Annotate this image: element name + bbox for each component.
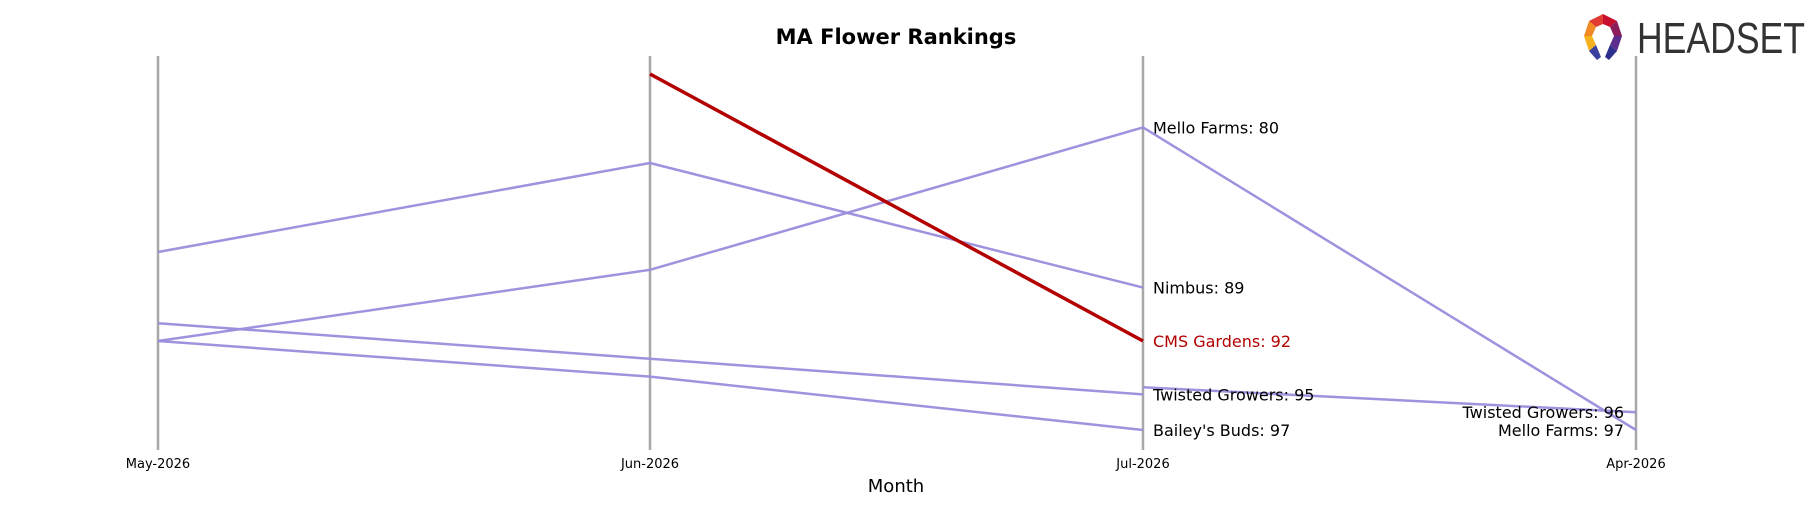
chart-title: MA Flower Rankings [776,25,1017,49]
headset-logo-icon [1584,14,1622,60]
series-line-cms-gardens-0 [649,72,1144,343]
lines-layer [157,72,1637,432]
labels-layer: Mello Farms: 80 Nimbus: 89 CMS Gardens: 92… [1152,118,1624,440]
tick-label-apr-2026: Apr-2026 [1606,457,1665,472]
axes-layer: May-2026 Jun-2026 Jul-2026 Apr-2026 [126,56,1666,472]
end-label-6: Mello Farms: 97 [1498,421,1624,440]
series-line-mello-farms-2 [157,126,1637,432]
end-label-1: Nimbus: 89 [1153,279,1244,298]
end-label-4: Bailey's Buds: 97 [1153,421,1290,440]
tick-label-jul-2026: Jul-2026 [1115,457,1169,472]
end-label-3: Twisted Growers: 95 [1152,385,1314,404]
series-line-bailey-s-buds-4 [157,339,1144,432]
series-line-twisted-growers-5 [1142,386,1637,414]
logo-text: HEADSET [1637,14,1805,63]
tick-label-jun-2026: Jun-2026 [620,457,679,472]
series-line-nimbus-1 [157,161,1144,289]
tick-label-may-2026: May-2026 [126,457,190,472]
end-label-5: Twisted Growers: 96 [1462,403,1624,422]
end-label-0: Mello Farms: 80 [1153,118,1279,137]
series-line-twisted-growers-3 [157,321,1144,396]
end-label-2: CMS Gardens: 92 [1153,332,1291,351]
headset-logo: HEADSET [1584,14,1805,63]
x-axis-label: Month [868,476,924,497]
